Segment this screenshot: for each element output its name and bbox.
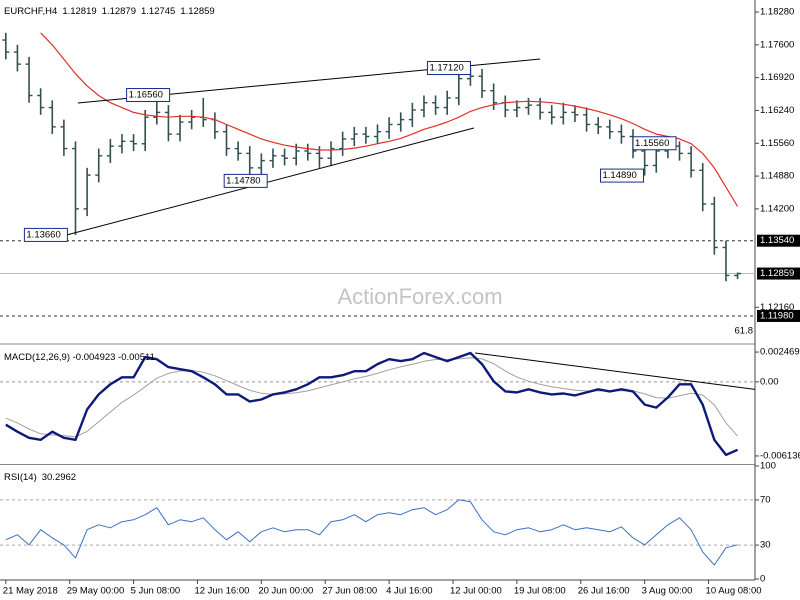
- level-label-box: [757, 309, 800, 322]
- header-close: 1.12859: [180, 6, 214, 17]
- annotation-label: 1.15560: [635, 138, 669, 149]
- level-label: 1.13540: [760, 235, 794, 246]
- header-title: RSI(14): [4, 472, 37, 483]
- y-tick-label: 1.16240: [760, 105, 794, 116]
- annotation-label: 1.16560: [129, 90, 163, 101]
- header-title: MACD(12,26,9) -0.004923 -0.00511: [4, 352, 155, 363]
- y-tick-label: 1.17600: [760, 39, 794, 50]
- x-tick-label: 21 May 2018: [3, 586, 58, 597]
- y-tick-label: 1.12160: [760, 302, 794, 313]
- annotation-label: 1.14890: [603, 170, 637, 181]
- panel-header: MACD(12,26,9) -0.004923 -0.00511: [4, 352, 155, 363]
- trendline: [475, 352, 756, 390]
- x-tick-label: 12 Jul 00:00: [450, 586, 502, 597]
- y-tick-label: 70: [760, 494, 771, 505]
- annotation-box: [126, 88, 171, 103]
- header-high: 1.12879: [102, 6, 136, 17]
- y-tick-label: 1.18280: [760, 7, 794, 18]
- moving-average: [40, 32, 739, 207]
- y-tick-label: 1.16920: [760, 72, 794, 83]
- y-tick-label: 30: [760, 540, 771, 551]
- x-tick-label: 27 Jun 08:00: [322, 586, 377, 597]
- x-tick-label: 3 Aug 00:00: [642, 586, 693, 597]
- annotation-box: [426, 61, 471, 76]
- panel-header: RSI(14) 30.2962: [4, 472, 76, 483]
- fib-label: 61.8: [735, 325, 754, 336]
- rsi-line: [5, 499, 738, 566]
- annotation-box: [632, 136, 677, 151]
- x-tick-label: 4 Jul 16:00: [386, 586, 432, 597]
- annotation-box: [223, 173, 268, 188]
- annotation-box: [600, 168, 645, 183]
- watermark: ActionForex.com: [337, 284, 502, 309]
- y-tick-label: 0.002469: [760, 347, 800, 358]
- y-tick-label: 1.14880: [760, 171, 794, 182]
- annotation-label: 1.14780: [226, 175, 260, 186]
- level-label-box: [757, 267, 800, 280]
- level-label: 1.12859: [760, 268, 794, 279]
- panel-header: EURCHF,H4 1.12819 1.12879 1.12745 1.12859: [4, 6, 215, 17]
- trendline: [62, 127, 475, 237]
- y-tick-label: 100: [760, 461, 776, 472]
- x-tick-label: 20 Jun 00:00: [258, 586, 313, 597]
- macd-line: [5, 351, 739, 457]
- x-tick-label: 29 May 00:00: [67, 586, 125, 597]
- y-tick-label: -0.006136: [760, 450, 800, 461]
- annotation-label: 1.13660: [26, 229, 60, 240]
- header-value: 30.2962: [42, 472, 76, 483]
- annotation-box: [23, 227, 68, 242]
- header-title: EURCHF,H4: [4, 6, 57, 17]
- y-tick-label: 0.00: [760, 376, 779, 387]
- y-tick-label: 1.15560: [760, 138, 794, 149]
- x-tick-label: 5 Jun 08:00: [131, 586, 181, 597]
- header-low: 1.12745: [141, 6, 175, 17]
- level-label-box: [757, 234, 800, 247]
- annotation-label: 1.17120: [429, 63, 463, 74]
- x-tick-label: 19 Jul 08:00: [514, 586, 566, 597]
- x-tick-label: 12 Jun 16:00: [194, 586, 249, 597]
- y-tick-label: 0: [760, 574, 765, 585]
- level-label: 1.11980: [760, 310, 794, 321]
- x-tick-label: 26 Jul 16:00: [578, 586, 630, 597]
- header-open: 1.12819: [62, 6, 96, 17]
- x-tick-label: 10 Aug 08:00: [706, 586, 762, 597]
- y-tick-label: 1.14200: [760, 203, 794, 214]
